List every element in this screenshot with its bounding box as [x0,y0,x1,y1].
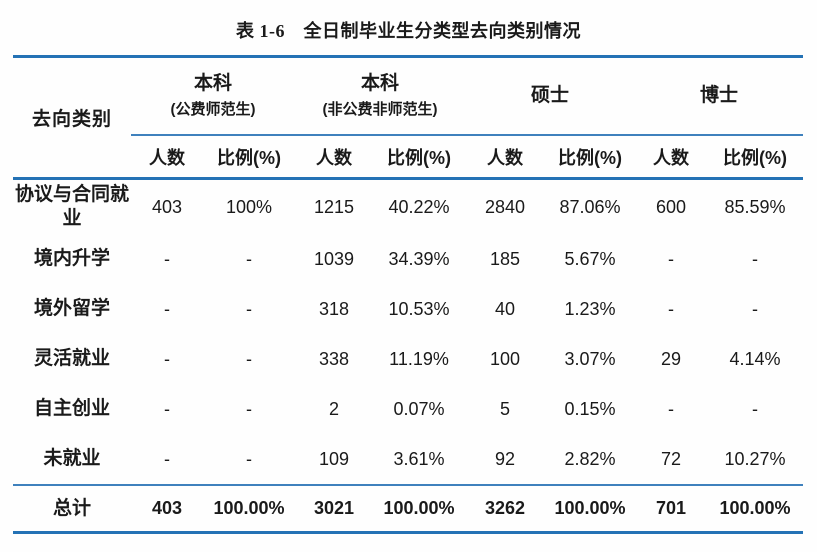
table-caption: 表 1-6 全日制毕业生分类型去向类别情况 [236,21,581,41]
cell: 40.22% [388,196,450,217]
cell: 100.00% [545,484,636,534]
table-row: 自主创业 - - 2 0.07% 5 0.15% - - [13,384,803,434]
cell: 1215 [313,196,355,217]
table-row: 未就业 - - 109 3.61% 92 2.82% 72 10.27% [13,434,803,485]
cell: - [246,248,252,269]
cell: 185 [489,248,521,269]
corner-header-category: 去向类别 [13,56,131,180]
col-header-count: 人数 [295,135,373,180]
cell: 1.23% [564,298,616,319]
cell: - [164,298,170,319]
cell: 3.07% [564,348,616,369]
cell: 29 [661,348,682,369]
cell: 1039 [313,248,355,269]
cell: 0.15% [564,398,616,419]
cell: - [164,398,170,419]
cell: 100.00% [203,484,295,534]
row-label: 协议与合同就业 [14,184,129,229]
group-header-doctor: 博士 [635,56,804,136]
cell: 3.61% [393,448,445,469]
table-row: 协议与合同就业 403 100% 1215 40.22% 2840 87.06%… [13,179,803,235]
group-title: 博士 [700,84,739,106]
cell: - [752,248,759,269]
col-header-count: 人数 [465,135,545,180]
group-header-bachelor-nonfunded: 本科 (非公费非师范生) [295,56,465,136]
cell: 40 [494,298,516,319]
row-label-total: 总计 [13,484,131,534]
cell: 701 [635,484,708,534]
group-title: 本科 [193,72,232,94]
cell: 2.82% [564,448,616,469]
cell: 10.53% [388,298,450,319]
cell: 85.59% [724,196,786,217]
row-label: 境外留学 [33,298,110,320]
group-header-master: 硕士 [465,56,636,136]
cell: 3262 [465,484,545,534]
cell: 11.19% [389,348,449,369]
col-header-ratio: 比例(%) [373,135,465,180]
table-row: 境内升学 - - 1039 34.39% 185 5.67% - - [13,234,803,284]
cell: 600 [655,196,687,217]
cell: 87.06% [559,196,621,217]
cell: - [246,448,252,469]
total-row: 总计 403 100.00% 3021 100.00% 3262 100.00%… [13,484,804,534]
cell: - [164,248,170,269]
group-title: 硕士 [531,84,570,106]
row-label: 未就业 [43,448,101,470]
cell: 100 [489,348,521,369]
table-row: 灵活就业 - - 338 11.19% 100 3.07% 29 4.14% [13,334,803,384]
cell: 2 [328,398,339,419]
col-header-ratio: 比例(%) [707,135,804,180]
row-label: 境内升学 [33,248,110,270]
sub-header-row: 人数 比例(%) 人数 比例(%) 人数 比例(%) 人数 比例(%) [13,135,804,180]
cell: 100% [225,196,273,217]
cell: 100.00% [373,484,465,534]
cell: 0.07% [393,398,445,419]
cell: 3021 [295,484,373,534]
cell: - [668,398,675,419]
cell: - [668,298,675,319]
cell: 4.14% [729,348,781,369]
group-subtitle: (公费师范生) [170,101,256,119]
cell: 318 [318,298,350,319]
cell: - [752,398,759,419]
cell: 109 [318,448,350,469]
cell: 100.00% [707,484,804,534]
group-subtitle: (非公费非师范生) [322,101,438,119]
cell: 72 [661,448,682,469]
cell: 5 [499,398,510,419]
cell: - [668,248,675,269]
cell: - [164,448,170,469]
cell: 2840 [484,196,526,217]
cell: 403 [151,196,183,217]
col-header-ratio: 比例(%) [545,135,636,180]
table-row: 境外留学 - - 318 10.53% 40 1.23% - - [13,284,803,334]
col-header-ratio: 比例(%) [203,135,295,180]
cell: 92 [494,448,516,469]
group-title: 本科 [360,72,399,94]
cell: - [246,298,252,319]
cell: 10.27% [724,448,786,469]
cell: 403 [131,484,203,534]
cell: - [246,348,252,369]
cell: 338 [318,348,350,369]
col-header-count: 人数 [131,135,203,180]
cell: 5.67% [564,248,616,269]
cell: - [164,348,170,369]
graduate-destination-table: 去向类别 本科 (公费师范生) 本科 (非公费非师范生) 硕士 博士 [13,55,804,534]
cell: 34.39% [388,248,450,269]
group-header-row: 去向类别 本科 (公费师范生) 本科 (非公费非师范生) 硕士 博士 [13,56,804,180]
cell: - [246,398,252,419]
group-header-bachelor-funded: 本科 (公费师范生) [131,56,295,136]
row-label: 灵活就业 [33,348,110,370]
row-label: 自主创业 [33,398,110,420]
cell: - [752,298,759,319]
col-header-count: 人数 [635,135,708,180]
